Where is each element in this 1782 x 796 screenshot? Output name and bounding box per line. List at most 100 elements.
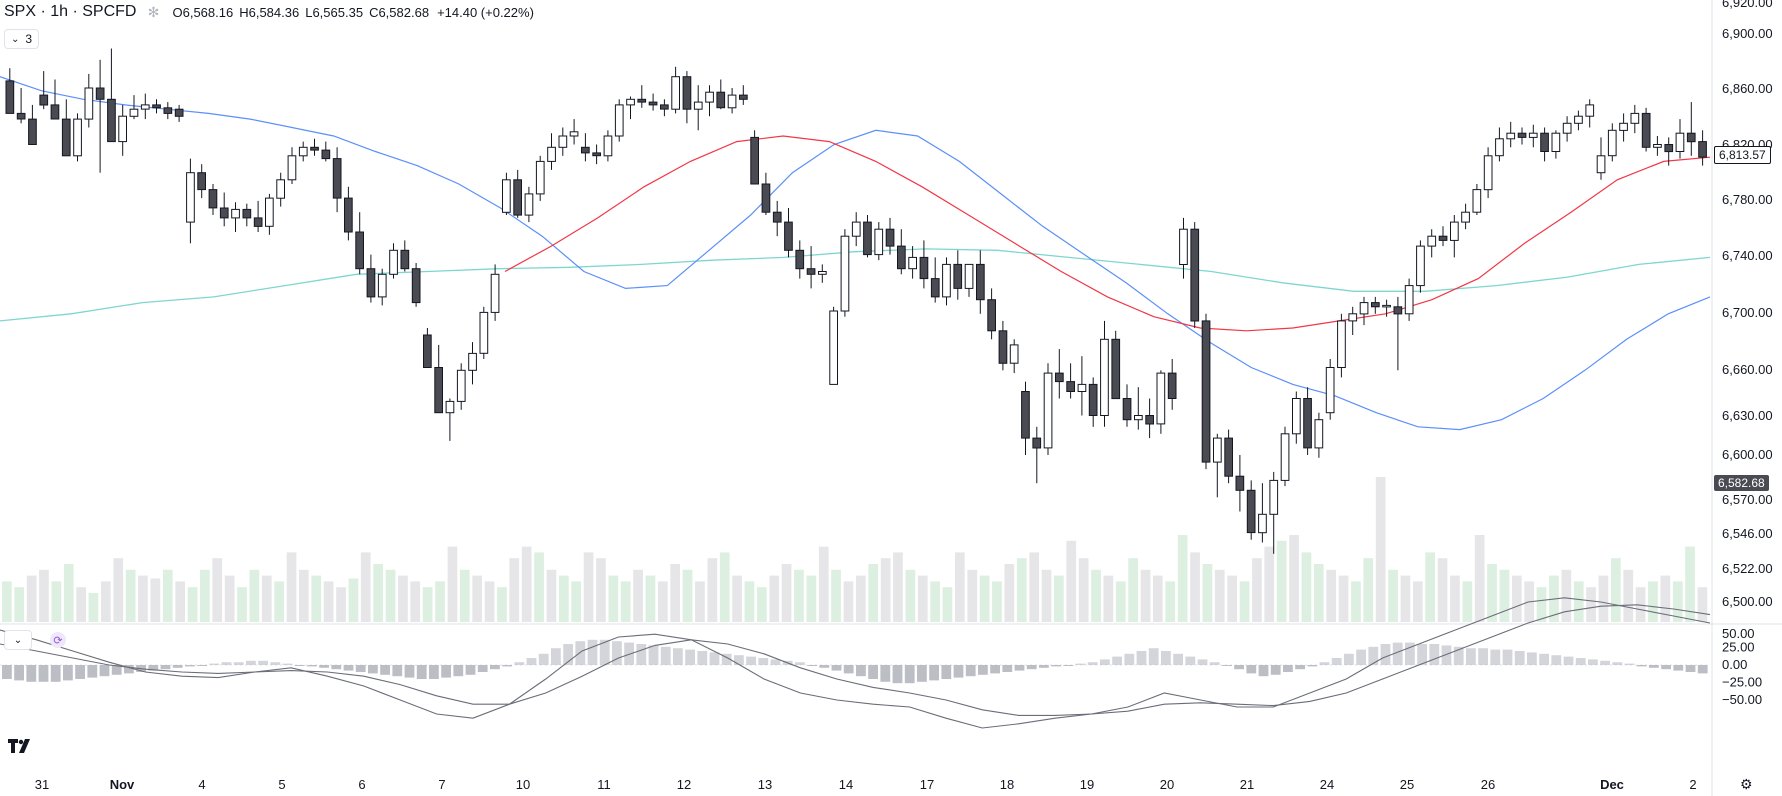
low-value: 6,565.35 [312,4,364,20]
volume-bar [682,569,693,622]
candle-body [784,221,793,251]
candle-body [660,104,669,110]
macd-histogram-bar [795,662,805,665]
volume-bar [1239,581,1250,622]
candle-body [253,217,263,227]
candle [490,264,500,321]
settings-gear-icon[interactable]: ⚙ [1740,776,1753,792]
candle-body [761,183,771,213]
macd-pane-collapse-button[interactable]: ⌄ [4,630,32,650]
candle [456,363,466,410]
candle-body [524,193,534,216]
candle-body [829,310,838,385]
candle [5,68,15,114]
candle [1404,278,1414,321]
volume-bar [1227,575,1237,622]
candle-body [1246,489,1256,534]
candle-body [1337,320,1346,368]
candle [976,250,985,314]
macd-histogram-bar [1319,662,1330,665]
macd-histogram-bar [868,665,878,679]
indicators-toggle-button[interactable]: ⌄ 3 [4,29,40,49]
macd-histogram-bar [429,665,439,679]
candle-body [1619,122,1628,131]
candle-body [1562,122,1572,134]
volume-bar [818,546,829,622]
macd-histogram-bar [197,665,207,666]
macd-histogram-bar [1295,665,1305,670]
candle-body [1641,112,1651,148]
candle-body [806,268,816,275]
volume-bar [422,587,433,622]
volume-bar [299,569,309,622]
candle [1483,147,1493,199]
macd-histogram-bar [551,648,561,665]
volume-bar [769,575,780,622]
tradingview-logo-icon[interactable] [8,739,34,758]
macd-histogram-bar [709,652,720,665]
time-axis-label: Nov [110,777,135,792]
symbol-title[interactable]: SPX · 1h · SPCFD [4,3,137,20]
macd-histogram-bar [1490,649,1501,665]
candle [1224,429,1234,484]
macd-histogram-bar [1344,653,1354,665]
macd-histogram-bar [1124,653,1135,665]
candle-body [389,249,398,275]
volume-bar [930,581,940,622]
candle [524,186,534,223]
candle [163,102,173,120]
candle-body [1179,228,1188,265]
candle-body [1201,320,1211,463]
macd-histogram-bar [1405,642,1415,665]
candle [1280,426,1290,487]
volume-bar [719,552,730,622]
candle [1607,123,1617,162]
candle-body [163,107,173,114]
macd-histogram-bar [941,665,952,679]
macd-histogram-bar [1466,648,1476,665]
volume-bar [1413,581,1423,622]
macd-axis-label: −50.00 [1722,692,1762,707]
candle-body [987,299,996,332]
volume-bar [1190,552,1200,622]
candle [1337,313,1346,378]
candle-body [1540,132,1549,152]
candle [1314,412,1324,458]
macd-histogram-bar [917,665,927,682]
candle [1540,127,1549,162]
refresh-icon[interactable]: ⟳ [50,632,66,648]
volume-bar [1351,581,1361,622]
volume-bar [942,587,953,622]
macd-histogram-bar [807,665,817,666]
candle [535,155,545,201]
candle [1043,363,1053,455]
price-axis-label: 6,860.00 [1722,81,1773,96]
volume-bar [1029,552,1039,622]
time-axis-label: 5 [278,777,285,792]
close-value: 6,582.68 [378,4,430,20]
candle [897,229,906,275]
volume-bar [373,564,383,622]
candle [84,73,94,128]
candle [242,203,252,227]
price-axis-label: 6,600.00 [1722,447,1773,462]
candle-body [39,94,49,106]
candle [1495,127,1504,162]
candle-body [637,98,647,103]
ma-slow-line [0,248,1711,322]
candle [1416,240,1425,293]
candle-body [1596,155,1606,174]
macd-histogram-bar [1039,665,1049,668]
candle-body [772,211,782,223]
candle-body [1213,437,1222,463]
candle [1292,391,1301,444]
volume-bar [51,581,62,622]
candle-body [1630,112,1640,124]
candle [253,200,263,232]
candle-body [1653,144,1662,148]
candle-body [964,263,974,289]
volume-bar [1512,575,1522,622]
volume-bar [1054,575,1064,622]
volume-bar [1326,569,1336,622]
